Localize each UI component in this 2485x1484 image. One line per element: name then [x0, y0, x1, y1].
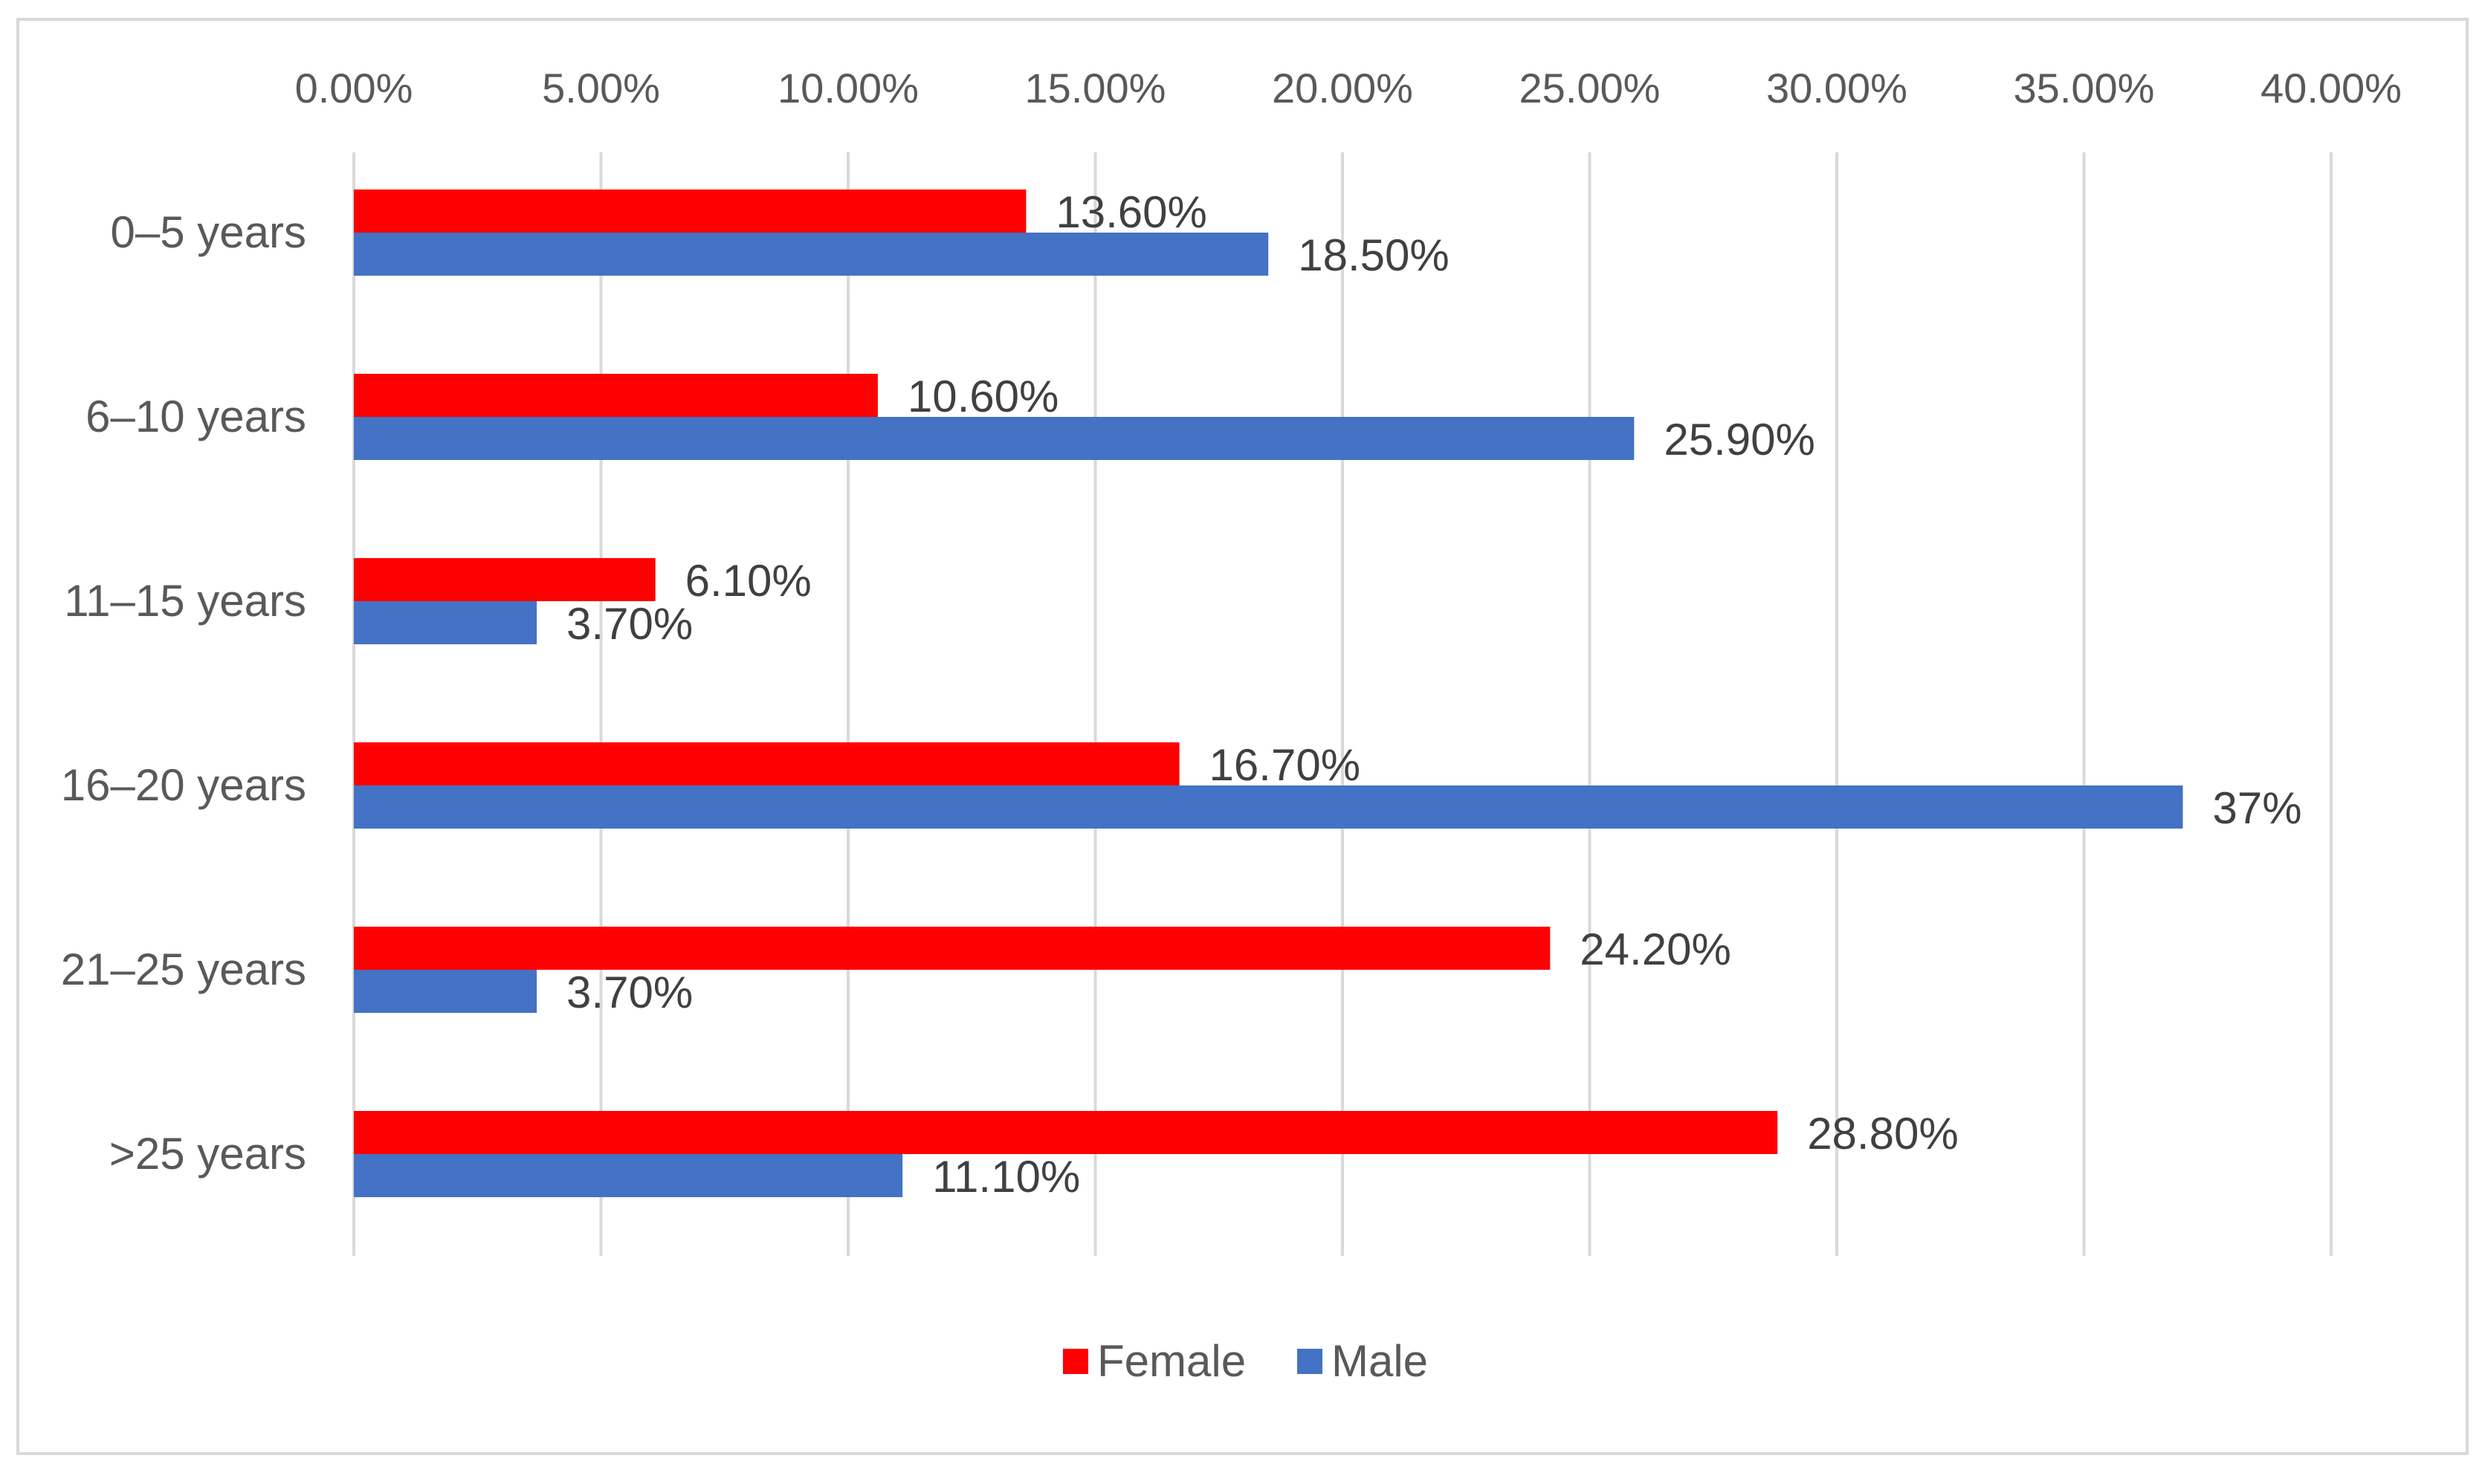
- legend-label-female: Female: [1097, 1336, 1246, 1386]
- category-label: 6–10 years: [85, 392, 306, 441]
- bar-male: [354, 233, 1269, 276]
- data-label-male: 3.70%: [566, 599, 693, 649]
- bar-female: [354, 558, 656, 601]
- x-tick-label: 40.00%: [2261, 65, 2402, 111]
- legend: Female Male: [1063, 1336, 1428, 1386]
- gridlines: [352, 152, 2333, 1256]
- x-tick-label: 10.00%: [778, 65, 919, 111]
- category-label: 0–5 years: [111, 207, 307, 257]
- category-label: 11–15 years: [64, 576, 306, 626]
- data-label-female: 16.70%: [1209, 740, 1361, 790]
- category-label: 16–20 years: [61, 760, 306, 810]
- bar-female: [354, 1111, 1778, 1154]
- bar-female: [354, 374, 878, 417]
- bar-male: [354, 417, 1635, 460]
- x-tick-label: 35.00%: [2014, 65, 2155, 111]
- bar-female: [354, 742, 1180, 785]
- data-label-male: 25.90%: [1664, 415, 1815, 464]
- data-label-female: 10.60%: [908, 372, 1059, 421]
- bar-male: [354, 601, 537, 644]
- x-tick-label: 25.00%: [1519, 65, 1661, 111]
- data-label-male: 18.50%: [1298, 230, 1450, 280]
- bars: [354, 189, 2183, 1197]
- category-label: >25 years: [109, 1129, 306, 1179]
- x-tick-label: 30.00%: [1766, 65, 1907, 111]
- data-label-female: 28.80%: [1807, 1109, 1959, 1159]
- legend-swatch-female: [1063, 1349, 1088, 1374]
- x-axis-ticks: 0.00% 5.00% 10.00% 15.00% 20.00% 25.00% 30.00%…: [295, 65, 2402, 111]
- legend-swatch-male: [1297, 1349, 1322, 1374]
- data-label-male: 3.70%: [566, 968, 693, 1017]
- x-tick-label: 20.00%: [1272, 65, 1413, 111]
- bar-male: [354, 1154, 903, 1197]
- data-label-male: 37%: [2213, 783, 2302, 833]
- data-labels: 13.60%18.50%10.60%25.90%6.10%3.70%16.70%…: [566, 187, 2302, 1202]
- bar-male: [354, 785, 2183, 829]
- x-tick-label: 0.00%: [295, 65, 413, 111]
- data-label-female: 13.60%: [1056, 187, 1207, 237]
- bar-male: [354, 970, 537, 1013]
- x-tick-label: 15.00%: [1025, 65, 1166, 111]
- data-label-male: 11.10%: [932, 1152, 1080, 1202]
- x-tick-label: 5.00%: [542, 65, 660, 111]
- data-label-female: 24.20%: [1580, 924, 1731, 974]
- legend-label-male: Male: [1331, 1336, 1428, 1386]
- category-label: 21–25 years: [61, 944, 306, 994]
- bar-female: [354, 189, 1027, 233]
- data-label-female: 6.10%: [685, 556, 812, 606]
- y-axis-categories: 0–5 years 6–10 years 11–15 years 16–20 year…: [61, 207, 306, 1179]
- bar-female: [354, 927, 1551, 970]
